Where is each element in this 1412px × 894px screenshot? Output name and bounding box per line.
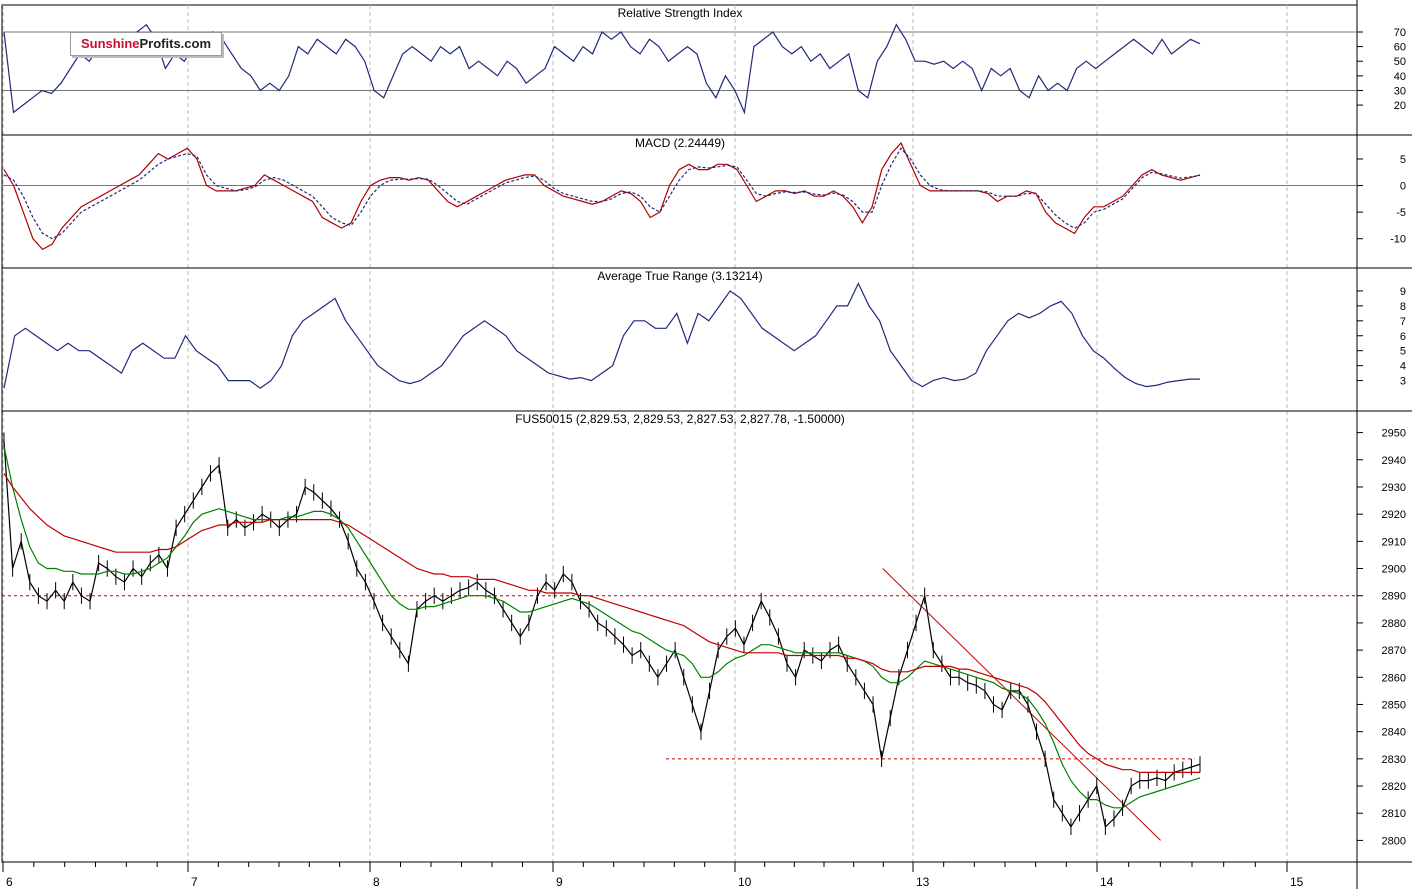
plot-frame bbox=[1, 4, 1358, 863]
trend-line bbox=[882, 568, 1161, 841]
series-line-2-0 bbox=[3, 282, 1200, 389]
y-tick-label: 6 bbox=[1400, 331, 1406, 343]
y-tick-label: 2920 bbox=[1382, 509, 1406, 521]
y-tick-label: 70 bbox=[1394, 27, 1406, 39]
x-tick-label: 8 bbox=[373, 875, 380, 889]
y-tick-label: 2930 bbox=[1382, 482, 1406, 494]
panel-title: MACD (2.24449) bbox=[635, 136, 725, 150]
y-tick-label: 2890 bbox=[1382, 591, 1406, 603]
y-tick-label: 2910 bbox=[1382, 536, 1406, 548]
x-tick-label: 6 bbox=[6, 875, 13, 889]
y-tick-label: 8 bbox=[1400, 301, 1406, 313]
panel-title: Relative Strength Index bbox=[618, 6, 743, 20]
y-tick-label: 9 bbox=[1400, 286, 1406, 298]
series-line-1-1 bbox=[3, 147, 1201, 240]
y-tick-label: 50 bbox=[1394, 56, 1406, 68]
series-line-1-0 bbox=[3, 141, 1201, 251]
y-tick-label: 2820 bbox=[1382, 781, 1406, 793]
x-tick-label: 14 bbox=[1100, 875, 1114, 889]
sunshine-profits-logo: SunshineProfits.com bbox=[70, 32, 222, 56]
x-tick-label: 9 bbox=[556, 875, 563, 889]
panel-title: FUS50015 (2,829.53, 2,829.53, 2,827.53, … bbox=[515, 412, 845, 426]
series-line-3-1 bbox=[3, 446, 1201, 809]
y-tick-label: 2830 bbox=[1382, 754, 1406, 766]
x-tick-label: 7 bbox=[191, 875, 198, 889]
y-tick-label: 60 bbox=[1394, 42, 1406, 54]
y-tick-label: -10 bbox=[1390, 234, 1406, 246]
y-tick-label: 40 bbox=[1394, 71, 1406, 83]
y-tick-label: 2800 bbox=[1382, 835, 1406, 847]
y-tick-label: 4 bbox=[1400, 361, 1406, 373]
y-tick-label: 2870 bbox=[1382, 645, 1406, 657]
y-tick-label: 2880 bbox=[1382, 618, 1406, 630]
y-tick-label: 5 bbox=[1400, 154, 1406, 166]
series-line-3-2 bbox=[3, 473, 1200, 774]
y-tick-label: 2840 bbox=[1382, 727, 1406, 739]
y-tick-label: 30 bbox=[1394, 85, 1406, 97]
logo-part2: Profits.com bbox=[139, 36, 212, 51]
y-tick-label: -5 bbox=[1396, 207, 1406, 219]
y-tick-label: 2940 bbox=[1382, 455, 1406, 467]
y-tick-label: 2810 bbox=[1382, 808, 1406, 820]
logo-part1: Sunshine bbox=[80, 36, 140, 51]
y-tick-label: 0 bbox=[1400, 181, 1406, 193]
x-tick-label: 15 bbox=[1290, 875, 1304, 889]
series-line-3-0 bbox=[3, 440, 1201, 828]
y-tick-label: 20 bbox=[1394, 100, 1406, 112]
y-tick-label: 2900 bbox=[1382, 564, 1406, 576]
y-tick-label: 2950 bbox=[1382, 428, 1406, 440]
y-tick-label: 3 bbox=[1400, 376, 1406, 388]
x-tick-label: 13 bbox=[916, 875, 930, 889]
y-tick-label: 2850 bbox=[1382, 699, 1406, 711]
x-tick-label: 10 bbox=[738, 875, 752, 889]
panel-title: Average True Range (3.13214) bbox=[597, 269, 762, 283]
y-tick-label: 5 bbox=[1400, 346, 1406, 358]
y-tick-label: 2860 bbox=[1382, 672, 1406, 684]
y-tick-label: 7 bbox=[1400, 316, 1406, 328]
